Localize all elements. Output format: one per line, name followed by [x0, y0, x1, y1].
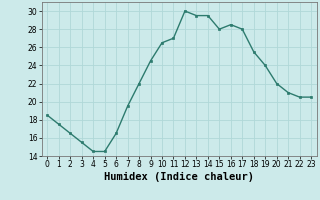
X-axis label: Humidex (Indice chaleur): Humidex (Indice chaleur): [104, 172, 254, 182]
